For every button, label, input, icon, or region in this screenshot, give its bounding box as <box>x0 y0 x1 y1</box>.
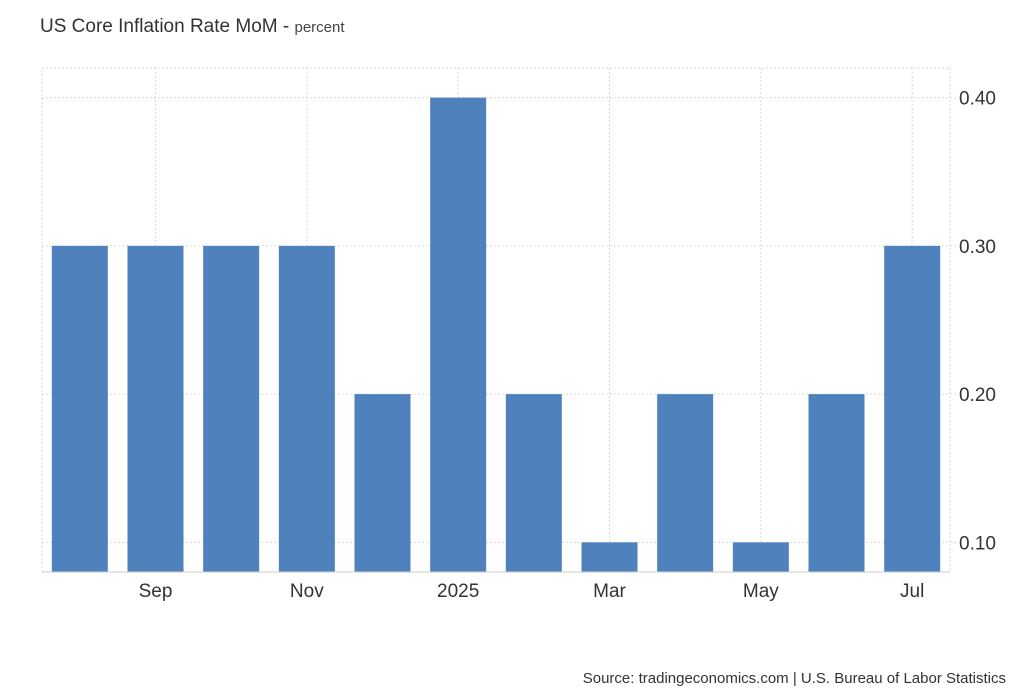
bar <box>657 394 714 572</box>
source-note: Source: tradingeconomics.com | U.S. Bure… <box>582 670 1006 687</box>
y-tick-label: 0.40 <box>959 89 996 110</box>
bar <box>808 394 865 572</box>
unit-label: percent <box>294 19 345 36</box>
x-tick-label: 2025 <box>437 581 479 602</box>
x-tick-label: May <box>743 581 779 602</box>
bar <box>505 394 562 572</box>
x-tick-label: Sep <box>139 581 173 602</box>
x-tick-label: Nov <box>290 581 324 602</box>
y-tick-label: 0.20 <box>959 385 996 406</box>
bar <box>51 245 108 572</box>
title-separator: - <box>277 16 295 37</box>
bar <box>203 245 260 572</box>
bar <box>430 97 487 572</box>
x-tick-label: Mar <box>593 581 626 602</box>
chart-title: US Core Inflation Rate MoM - percent <box>40 16 345 38</box>
bar <box>884 245 941 572</box>
y-tick-label: 0.10 <box>959 533 996 554</box>
bar <box>354 394 411 572</box>
bar <box>581 542 638 572</box>
x-tick-label: Jul <box>900 581 924 602</box>
y-tick-label: 0.30 <box>959 237 996 258</box>
bar <box>127 245 184 572</box>
bar <box>732 542 789 572</box>
bar <box>278 245 335 572</box>
title-text: US Core Inflation Rate MoM <box>40 16 278 37</box>
bar-chart: 0.10 0.20 0.30 0.40 Sep Nov 2025 Mar May Jul <box>41 67 996 602</box>
